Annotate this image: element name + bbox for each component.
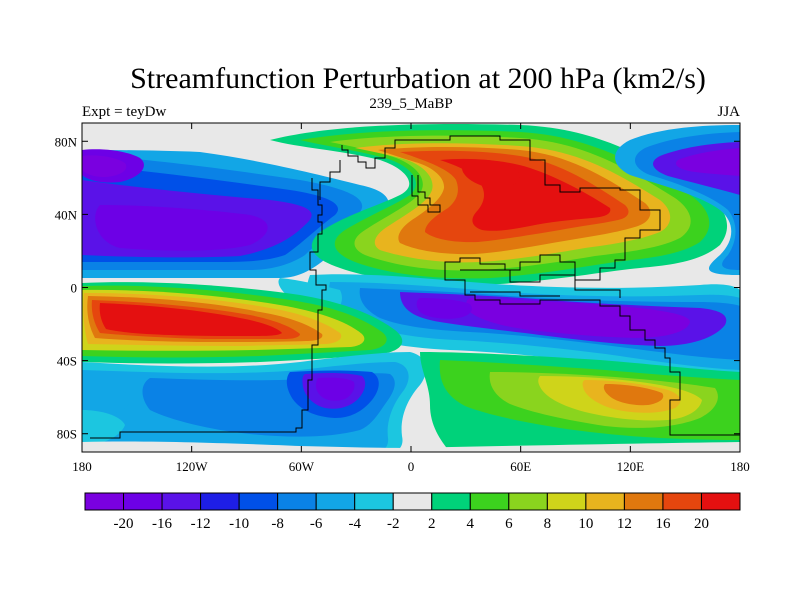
colorbar-label: -2 [387,516,400,532]
x-tick-label: 180 [730,459,750,474]
colorbar-swatch [431,492,471,511]
x-tick-label: 120W [176,459,209,474]
y-tick-label: 80S [57,427,77,442]
colorbar-swatch [123,492,163,511]
x-tick-label: 180 [72,459,92,474]
colorbar-swatch [84,492,125,511]
map-axes: 180 120W 60W 0 60E 120E 180 80N 40N 0 40S 80S [55,123,750,474]
neg-core-equatorial [466,298,690,338]
colorbar-label: -12 [191,516,211,532]
neg-core-north-east [675,148,740,176]
colorbar-label: -16 [152,516,172,532]
colorbar-swatch [354,492,394,511]
continent-outlines [90,135,740,439]
colorbar-label: 8 [544,516,552,532]
colorbar-label: 12 [617,516,632,532]
neg-core-north-pacific [95,205,268,251]
neg-west-south [82,387,131,414]
colorbar-label: -8 [271,516,284,532]
y-tick-label: 40N [55,207,78,222]
x-tick-label: 0 [408,459,415,474]
colorbar-label: 4 [467,516,475,532]
colorbar-label: 10 [578,516,593,532]
colorbar-swatch [508,492,548,511]
colorbar-swatch [238,492,279,511]
colorbar-label: 6 [505,516,513,532]
colorbar-swatch [546,492,587,511]
colorbar-swatch [315,492,356,511]
colorbar-swatch [469,492,510,511]
y-tick-label: 0 [71,281,78,296]
colorbar-label: -6 [310,516,323,532]
subtitle-right: JJA [717,104,740,120]
colorbar-swatch [392,492,433,511]
neg-core-far-west-inner [82,155,127,177]
subtitle-left: Expt = teyDw [82,104,166,120]
x-tick-label: 60E [510,459,531,474]
neg-core-equatorial-west [416,298,472,319]
colorbar-label: 16 [655,516,671,532]
pos-max-south-indian [603,384,664,406]
y-tick-label: 40S [57,354,77,369]
colorbar-label: -20 [114,516,134,532]
colorbar-label: -10 [229,516,249,532]
colorbar-swatch [200,492,240,511]
colorbar-label: -4 [348,516,361,532]
antarctic-light-band [82,441,740,452]
colorbar-label: 2 [428,516,436,532]
y-tick-label: 80N [55,134,78,149]
pos-max-eurasia-north [462,159,520,189]
colorbar-swatch [585,492,625,511]
figure-title: Streamfunction Perturbation at 200 hPa (… [130,62,706,95]
colorbar-swatch [161,492,202,511]
colorbar-swatch [277,492,317,511]
colorbar-label: 20 [694,516,709,532]
colorbar-swatch [700,492,741,511]
contour-field [82,123,740,452]
colorbar: -20 -16 -12 -10 -8 -6 -4 -2 2 4 6 8 10 12 16 20 [84,492,741,532]
x-tick-label: 60W [289,459,315,474]
x-tick-label: 120E [617,459,645,474]
neg-max-south-atlantic [315,377,355,401]
colorbar-swatch [662,492,702,511]
subtitle-center: 239_5_MaBP [369,96,452,112]
pos-max-south-pacific [99,303,282,336]
colorbar-swatch [623,492,664,511]
neg-weak-far-west-south [82,410,125,446]
